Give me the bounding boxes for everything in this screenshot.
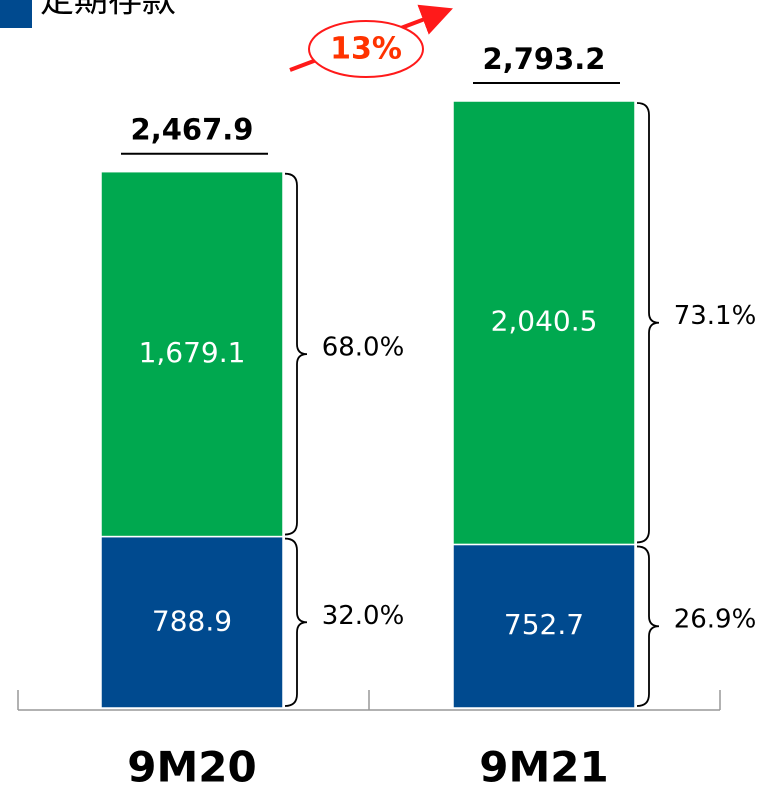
brace — [284, 537, 308, 707]
x-tick-label: 9M21 — [479, 743, 608, 789]
bar-segment — [100, 170, 284, 538]
growth-label: 13% — [330, 32, 402, 67]
value-label: 1,679.1 — [139, 336, 246, 369]
share-label: 73.1% — [674, 301, 757, 331]
brace — [636, 545, 660, 707]
legend-swatch — [0, 0, 32, 28]
value-label: 788.9 — [152, 604, 232, 637]
growth-ellipse — [308, 20, 424, 78]
total-label: 2,793.2 — [483, 42, 606, 76]
bar-segment — [100, 535, 284, 709]
share-label: 26.9% — [674, 605, 757, 635]
bar-segment — [452, 100, 636, 546]
brace — [636, 102, 660, 544]
brace — [284, 172, 308, 536]
share-label: 68.0% — [322, 333, 405, 363]
share-label: 32.0% — [322, 601, 405, 631]
legend-label: 定期存款 — [40, 0, 176, 21]
bar-segment — [452, 543, 636, 709]
value-label: 2,040.5 — [491, 305, 598, 338]
total-label: 2,467.9 — [131, 113, 254, 147]
value-label: 752.7 — [504, 608, 584, 641]
x-tick-label: 9M20 — [127, 743, 256, 789]
